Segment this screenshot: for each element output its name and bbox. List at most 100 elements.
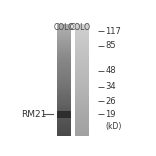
Bar bbox=[75, 123, 89, 124]
Bar bbox=[75, 76, 89, 77]
Bar bbox=[75, 125, 89, 126]
Bar bbox=[57, 80, 71, 81]
Bar bbox=[57, 37, 71, 38]
Bar bbox=[75, 111, 89, 112]
Bar bbox=[57, 49, 71, 50]
Bar bbox=[75, 58, 89, 59]
Bar bbox=[57, 103, 71, 104]
Bar bbox=[57, 65, 71, 66]
Bar bbox=[57, 32, 71, 33]
Bar bbox=[75, 65, 89, 66]
Bar bbox=[57, 127, 71, 129]
Bar bbox=[75, 122, 89, 123]
Bar bbox=[57, 83, 71, 84]
Bar bbox=[57, 93, 71, 94]
Bar bbox=[75, 124, 89, 125]
Bar bbox=[75, 32, 89, 33]
Bar bbox=[75, 40, 89, 41]
Bar bbox=[57, 31, 71, 32]
Bar bbox=[57, 26, 71, 27]
Bar bbox=[57, 29, 71, 30]
Bar bbox=[57, 63, 71, 65]
Bar bbox=[57, 57, 71, 58]
Text: (kD): (kD) bbox=[105, 122, 122, 131]
Bar bbox=[75, 100, 89, 102]
Bar bbox=[75, 41, 89, 42]
Bar bbox=[57, 102, 71, 103]
Bar bbox=[75, 133, 89, 134]
Bar bbox=[75, 54, 89, 56]
Bar bbox=[57, 76, 71, 77]
Bar bbox=[57, 86, 71, 87]
Bar bbox=[75, 45, 89, 47]
Bar bbox=[57, 43, 71, 44]
Bar bbox=[75, 116, 89, 117]
Bar bbox=[75, 88, 89, 89]
Text: 48: 48 bbox=[105, 66, 116, 76]
Bar bbox=[57, 96, 71, 97]
Bar bbox=[75, 129, 89, 130]
Bar bbox=[57, 111, 71, 112]
Bar bbox=[57, 75, 71, 76]
Bar bbox=[75, 89, 89, 90]
Bar bbox=[57, 98, 71, 99]
Bar bbox=[57, 52, 71, 53]
Bar bbox=[57, 54, 71, 56]
Bar bbox=[75, 135, 89, 136]
Bar bbox=[57, 120, 71, 121]
Bar bbox=[75, 83, 89, 84]
Bar bbox=[75, 25, 89, 26]
Bar bbox=[75, 59, 89, 60]
Bar bbox=[57, 79, 71, 80]
Bar bbox=[57, 60, 71, 61]
Bar bbox=[75, 132, 89, 133]
Bar bbox=[57, 135, 71, 136]
Bar bbox=[57, 48, 71, 49]
Bar bbox=[57, 124, 71, 125]
Bar bbox=[75, 77, 89, 78]
Bar bbox=[57, 81, 71, 83]
Bar bbox=[57, 88, 71, 89]
Bar bbox=[57, 35, 71, 37]
Bar bbox=[57, 115, 71, 116]
Bar bbox=[57, 129, 71, 130]
Bar bbox=[57, 39, 71, 40]
Bar bbox=[75, 120, 89, 121]
Text: COLO: COLO bbox=[54, 23, 75, 32]
Bar bbox=[75, 33, 89, 34]
Bar bbox=[75, 110, 89, 111]
Bar bbox=[57, 38, 71, 39]
Bar bbox=[57, 62, 71, 63]
Bar bbox=[75, 118, 89, 120]
Bar bbox=[57, 94, 71, 95]
Text: 117: 117 bbox=[105, 27, 121, 36]
Bar bbox=[75, 60, 89, 61]
Bar bbox=[75, 114, 89, 115]
Bar bbox=[75, 35, 89, 37]
Bar bbox=[57, 45, 71, 47]
Bar bbox=[75, 67, 89, 68]
Bar bbox=[75, 72, 89, 73]
Bar bbox=[57, 72, 71, 73]
Bar bbox=[57, 97, 71, 98]
Bar bbox=[57, 131, 71, 132]
Bar bbox=[75, 75, 89, 76]
Bar bbox=[75, 95, 89, 96]
Bar bbox=[57, 121, 71, 122]
Text: COLO: COLO bbox=[69, 23, 90, 32]
Bar bbox=[75, 130, 89, 131]
Bar bbox=[57, 70, 71, 71]
Bar bbox=[57, 53, 71, 54]
Bar bbox=[75, 69, 89, 70]
Bar bbox=[57, 132, 71, 133]
Bar bbox=[57, 61, 71, 62]
Bar bbox=[75, 48, 89, 49]
Bar bbox=[75, 108, 89, 110]
Bar bbox=[75, 93, 89, 94]
Bar bbox=[75, 38, 89, 39]
Bar bbox=[57, 69, 71, 70]
Bar bbox=[75, 113, 89, 114]
Bar bbox=[57, 116, 71, 117]
Bar bbox=[75, 96, 89, 97]
Bar bbox=[75, 29, 89, 30]
